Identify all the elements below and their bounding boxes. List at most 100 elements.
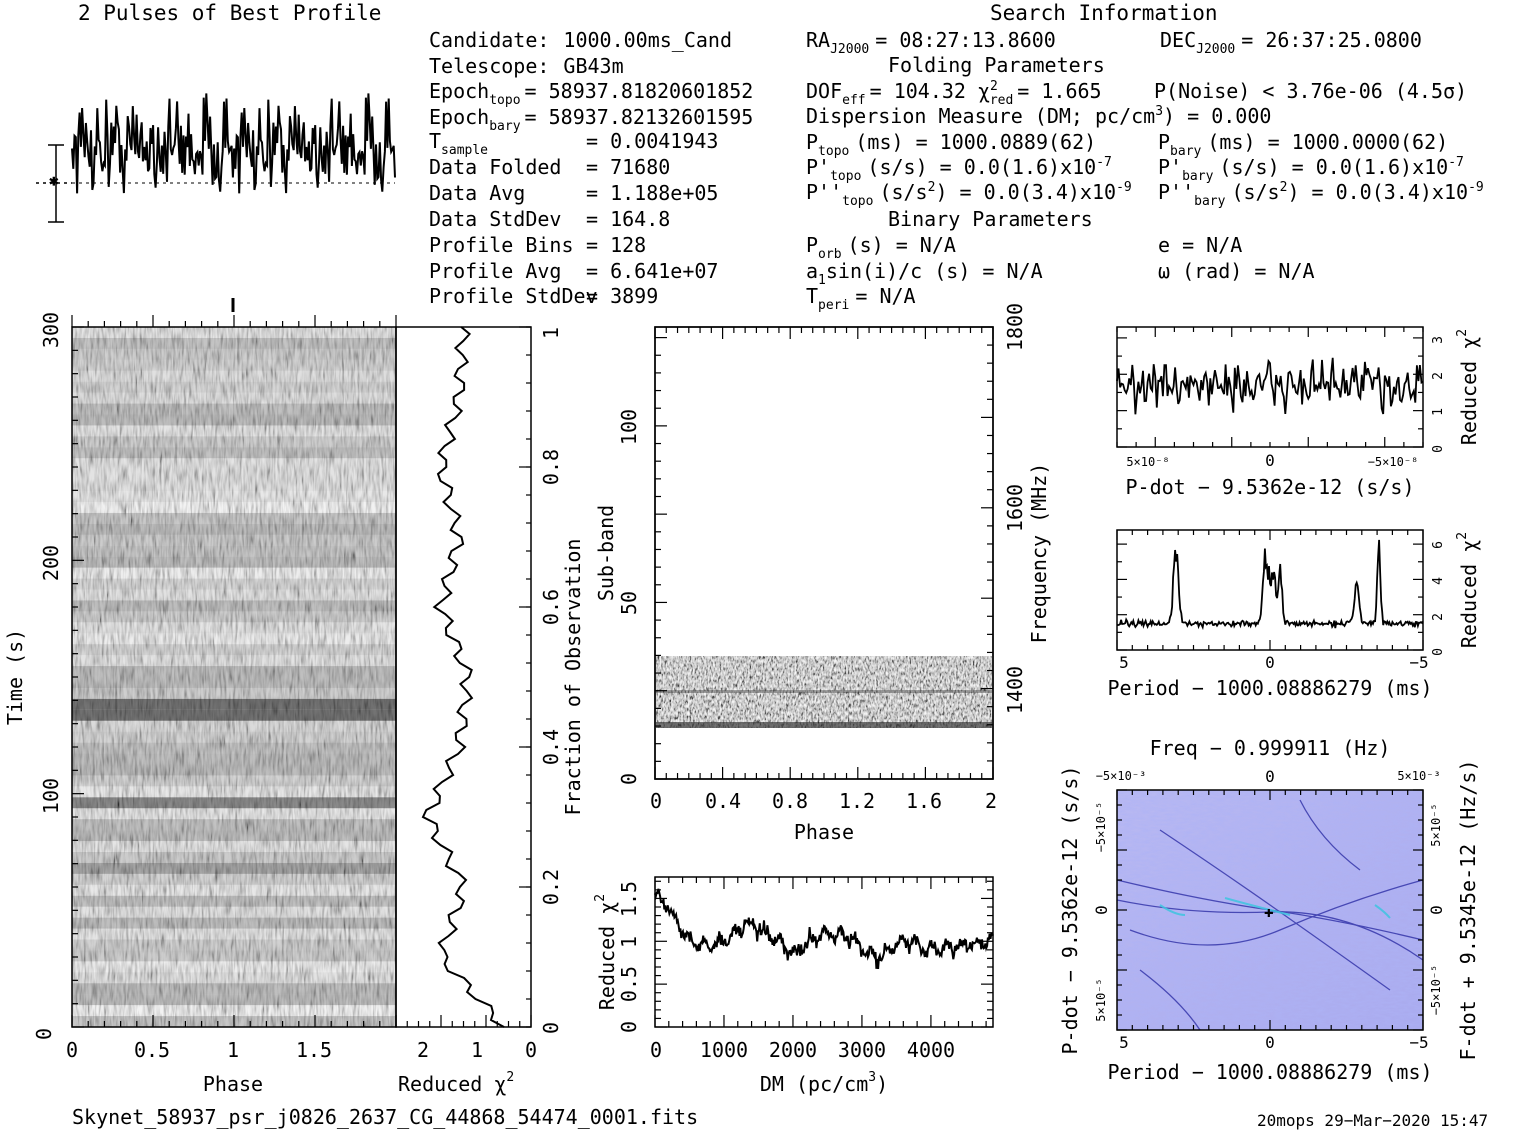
svg-text:Freq − 0.999911 (Hz): Freq − 0.999911 (Hz) xyxy=(1150,736,1391,760)
svg-text:P(Noise) < 3.76e-06 (4.5σ): P(Noise) < 3.76e-06 (4.5σ) xyxy=(1154,79,1467,103)
phase-axis-title: Phase xyxy=(203,1072,263,1096)
dm-labels: 0 1000 2000 3000 4000 DM (pc/cm3) 0 0.5 … xyxy=(593,881,955,1096)
time-band xyxy=(72,994,396,1006)
svg-text:Tsample: Tsample xyxy=(429,129,488,158)
svg-text:−5×10⁻⁸: −5×10⁻⁸ xyxy=(1368,455,1419,469)
svg-text:5×10⁻⁸: 5×10⁻⁸ xyxy=(1126,455,1169,469)
time-phase-panel xyxy=(71,298,397,1028)
time-band xyxy=(72,655,396,667)
time-band xyxy=(72,414,396,426)
svg-text:1.2: 1.2 xyxy=(839,789,875,813)
svg-text:2: 2 xyxy=(417,1038,429,1062)
time-band xyxy=(72,502,396,513)
profile-plot: * xyxy=(36,93,396,223)
svg-text:a1sin(i)/c (s) = N/A: a1sin(i)/c (s) = N/A xyxy=(806,259,1043,288)
time-band xyxy=(72,742,396,754)
svg-text:3000: 3000 xyxy=(838,1038,886,1062)
info-left: Candidate: 1000.00ms_Cand Telescope: GB43m… xyxy=(429,28,753,308)
time-band xyxy=(72,480,396,492)
profile-title: 2 Pulses of Best Profile xyxy=(78,1,381,25)
svg-text:e = N/A: e = N/A xyxy=(1158,233,1242,257)
svg-text:DM (pc/cm3): DM (pc/cm3) xyxy=(760,1070,888,1096)
time-band xyxy=(72,425,396,437)
svg-text:1: 1 xyxy=(227,1038,239,1062)
svg-text:−5×10⁻⁵: −5×10⁻⁵ xyxy=(1429,965,1443,1016)
time-band xyxy=(72,666,396,677)
time-band xyxy=(72,775,396,787)
ppdot-labels: Freq − 0.999911 (Hz) −5×10⁻³ 0 5×10⁻³ 5 … xyxy=(1058,736,1480,1084)
svg-text:1.6: 1.6 xyxy=(906,789,942,813)
dm-curve xyxy=(654,888,994,969)
svg-text:Data Avg: Data Avg xyxy=(429,181,525,205)
svg-text:0: 0 xyxy=(66,1038,78,1062)
svg-text:Folding Parameters: Folding Parameters xyxy=(888,53,1105,77)
svg-text:0.4: 0.4 xyxy=(705,789,741,813)
time-band xyxy=(72,589,396,601)
time-band xyxy=(72,939,396,951)
time-band xyxy=(72,392,396,404)
svg-text:F-dot + 9.5345e-12 (Hz/s): F-dot + 9.5345e-12 (Hz/s) xyxy=(1456,759,1480,1060)
svg-text:Epochbary= 58937.82132601595: Epochbary = 58937.82132601595 xyxy=(429,105,753,134)
time-band xyxy=(72,852,396,863)
svg-text:Reduced χ2: Reduced χ2 xyxy=(1455,532,1481,648)
svg-text:= 3899: = 3899 xyxy=(586,284,658,308)
svg-text:Period − 1000.08886279 (ms): Period − 1000.08886279 (ms) xyxy=(1107,1060,1432,1084)
svg-text:Data StdDev: Data StdDev xyxy=(429,207,561,231)
time-band xyxy=(72,381,396,393)
time-band xyxy=(72,917,396,929)
svg-text:0: 0 xyxy=(1265,1033,1275,1052)
svg-text:= 128: = 128 xyxy=(586,233,646,257)
svg-text:Reduced χ2: Reduced χ2 xyxy=(1455,329,1481,445)
info-right: RAJ2000 = 08:27:13.8600 DECJ2000 = 26:37:2… xyxy=(806,28,1484,313)
svg-text:0: 0 xyxy=(1265,767,1275,786)
time-band xyxy=(72,447,396,459)
svg-text:Pbary(ms) = 1000.0000(62): Pbary (ms) = 1000.0000(62) xyxy=(1158,130,1448,159)
svg-text:−5: −5 xyxy=(1409,1033,1428,1052)
time-band xyxy=(72,622,396,634)
time-band xyxy=(72,819,396,831)
svg-text:100: 100 xyxy=(39,778,63,814)
svg-text:Profile Bins: Profile Bins xyxy=(429,233,574,257)
svg-text:5×10⁻⁵: 5×10⁻⁵ xyxy=(1094,978,1108,1021)
svg-text:1.5: 1.5 xyxy=(617,881,641,917)
svg-text:0: 0 xyxy=(539,1022,563,1034)
svg-text:0.8: 0.8 xyxy=(539,449,563,485)
ppdot-plane: ✚ xyxy=(1116,789,1424,1031)
svg-text:0: 0 xyxy=(1265,451,1275,470)
svg-text:3: 3 xyxy=(1431,336,1446,344)
search-info-title: Search Information xyxy=(990,1,1218,25)
svg-text:P-dot − 9.5362e-12 (s/s): P-dot − 9.5362e-12 (s/s) xyxy=(1058,766,1082,1055)
time-band xyxy=(72,972,396,984)
time-band xyxy=(72,545,396,557)
time-band xyxy=(72,961,396,973)
time-band xyxy=(72,983,396,995)
svg-text:Dispersion Measure (DM; pc/cm3: Dispersion Measure (DM; pc/cm3) = 0.000 xyxy=(806,104,1271,128)
frequency-axis-title: Frequency (MHz) xyxy=(1027,463,1051,644)
time-band xyxy=(72,895,396,907)
svg-text:200: 200 xyxy=(39,545,63,581)
svg-text:RAJ2000= 08:27:13.8600: RAJ2000 = 08:27:13.8600 xyxy=(806,28,1056,57)
svg-text:Binary Parameters: Binary Parameters xyxy=(888,207,1093,231)
time-band xyxy=(72,512,396,524)
time-band xyxy=(72,797,396,809)
ppdot-best-marker: ✚ xyxy=(1264,902,1274,921)
svg-text:P''topo(s/s2) = 0.0(3.4)x10-9: P''topo (s/s2) = 0.0(3.4)x10-9 xyxy=(806,180,1132,209)
time-band xyxy=(72,884,396,896)
svg-text:1: 1 xyxy=(539,327,563,339)
footer-filename: Skynet_58937_psr_j0826_2637_CG_44868_544… xyxy=(72,1105,698,1129)
svg-text:0: 0 xyxy=(1431,445,1446,453)
subband-labels: 0 50 100 Sub-band 0 0.4 0.8 1.2 1.6 2 Ph… xyxy=(594,303,1051,844)
svg-text:0.4: 0.4 xyxy=(539,729,563,765)
svg-text:300: 300 xyxy=(39,312,63,348)
svg-text:Epochtopo= 58937.81820601852: Epochtopo = 58937.81820601852 xyxy=(429,79,753,108)
time-band xyxy=(72,556,396,568)
svg-text:5×10⁻³: 5×10⁻³ xyxy=(1397,769,1440,783)
svg-text:50: 50 xyxy=(617,591,641,615)
svg-text:0: 0 xyxy=(32,1028,56,1040)
time-band xyxy=(72,873,396,885)
time-band xyxy=(72,337,396,349)
svg-text:DECJ2000= 26:37:25.0800: DECJ2000 = 26:37:25.0800 xyxy=(1160,28,1422,57)
svg-text:= 71680: = 71680 xyxy=(586,155,670,179)
time-band xyxy=(72,403,396,415)
